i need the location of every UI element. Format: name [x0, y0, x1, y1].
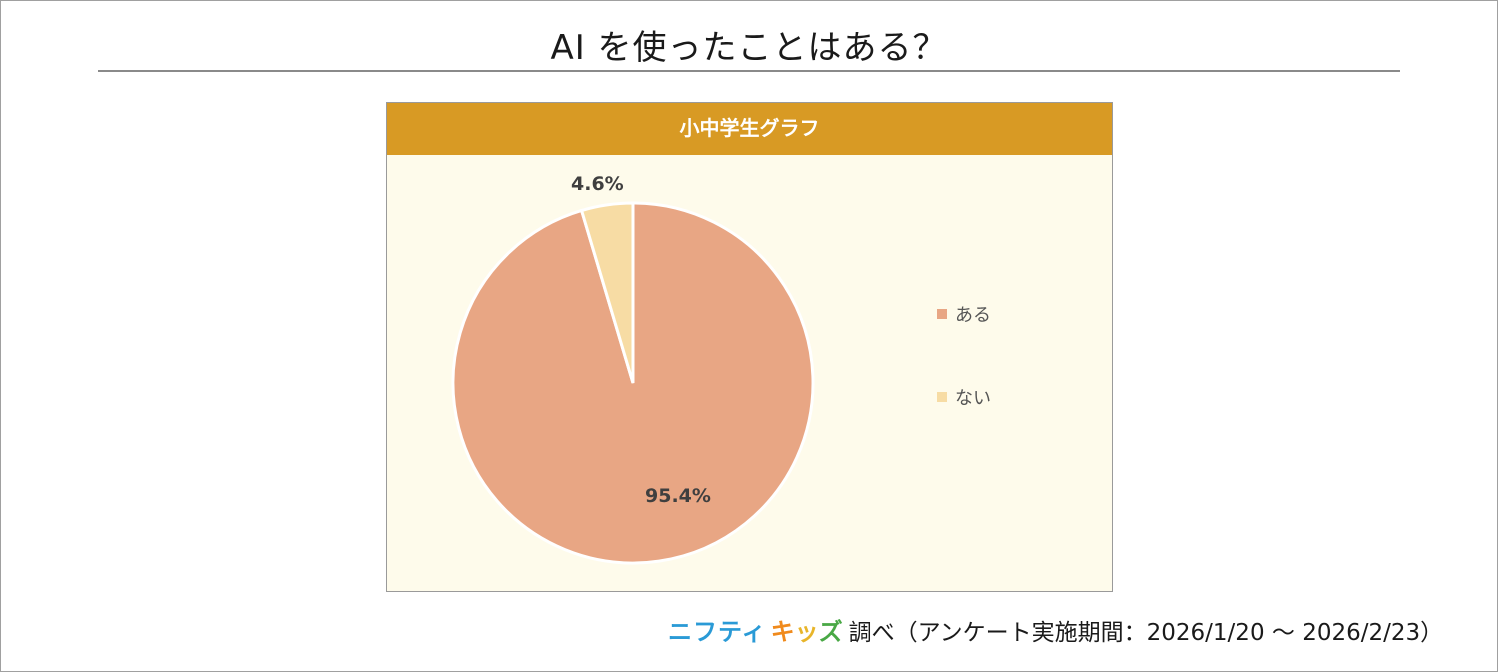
- pie-slice-no: [579, 201, 635, 384]
- chart-panel: 小中学生グラフ 4.6% 95.4% ある ない: [386, 102, 1113, 592]
- brand-char: ズ: [818, 618, 843, 646]
- chart-header: 小中学生グラフ: [387, 103, 1112, 155]
- pie-slice-yes: [451, 201, 815, 565]
- legend-item-yes: ある: [937, 301, 991, 327]
- page-title: AI を使ったことはある？: [550, 28, 948, 68]
- brand-logo-kids: キッズ: [771, 612, 843, 647]
- brand-char: ッ: [794, 618, 819, 646]
- data-label-no: 4.6%: [571, 173, 624, 195]
- brand-logo-nifty: ニフティ: [668, 618, 767, 646]
- legend-label-yes: ある: [955, 305, 991, 326]
- title-divider: [98, 70, 1400, 72]
- legend-swatch-no: [937, 392, 947, 402]
- source-footer: ニフティ キッズ 調べ（アンケート実施期間：2026/1/20 ～ 2026/2…: [668, 612, 1443, 647]
- legend-label-no: ない: [955, 388, 991, 409]
- pie-chart: [451, 201, 815, 565]
- brand-char: キ: [770, 618, 795, 646]
- legend-item-no: ない: [937, 384, 991, 410]
- legend-swatch-yes: [937, 309, 947, 319]
- source-text: 調べ（アンケート実施期間：2026/1/20 ～ 2026/2/23）: [848, 619, 1444, 646]
- data-label-yes: 95.4%: [645, 485, 711, 507]
